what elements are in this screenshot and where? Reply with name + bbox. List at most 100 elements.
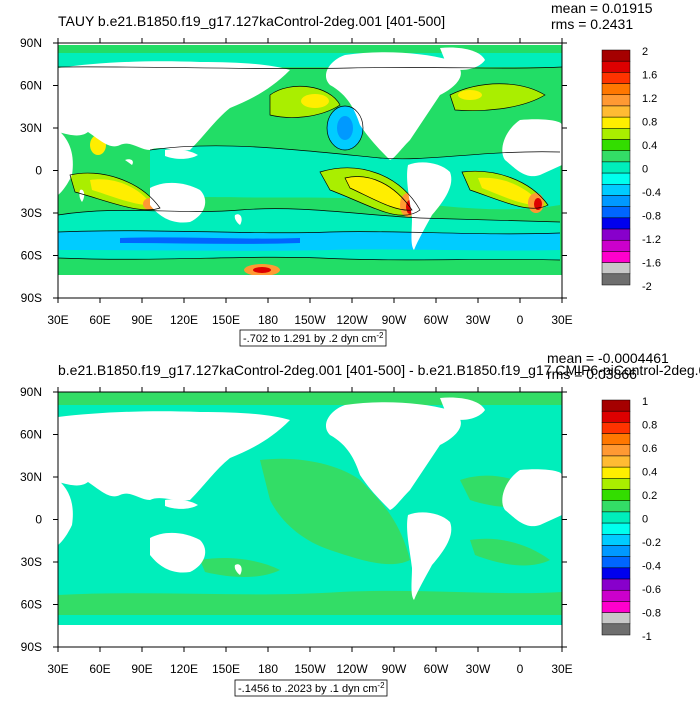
- colorbar-swatch: [601, 455, 631, 468]
- colorbar-label: 0: [642, 514, 648, 526]
- colorbar-swatch: [601, 128, 631, 140]
- x-tick-label: 60W: [424, 662, 449, 676]
- colorbar-label: -0.2: [642, 537, 661, 549]
- colorbar-swatch: [601, 489, 631, 501]
- x-tick-label: 150W: [294, 662, 326, 676]
- x-tick-label: 60E: [89, 313, 110, 327]
- x-tick-label: 30E: [551, 313, 572, 327]
- field-blob: [253, 267, 271, 273]
- field-blob: [345, 176, 412, 211]
- y-tick-label: 0: [35, 513, 42, 527]
- x-tick-label: 30W: [466, 313, 491, 327]
- colorbar-swatch: [601, 444, 631, 457]
- colorbar-swatch: [601, 60, 631, 73]
- colorbar-label: 2: [642, 46, 648, 58]
- x-tick-label: 60W: [424, 313, 449, 327]
- x-tick-label: 120W: [336, 662, 368, 676]
- panel-2-axes: 30E 60E 90E 120E 150E 180 150W 120W 90W 60W 30W 0 30…: [20, 385, 573, 676]
- panel-1-contour-info: -.702 to 1.291 by .2 dyn cm: [243, 333, 376, 345]
- x-tick-label: 150E: [212, 313, 240, 327]
- y-tick-label: 90N: [20, 36, 42, 50]
- x-tick-label: 120W: [336, 313, 368, 327]
- y-tick-label: 60S: [21, 249, 42, 263]
- colorbar-swatch: [601, 466, 631, 479]
- colorbar-label: -1: [642, 631, 652, 643]
- colorbar-swatch: [601, 195, 631, 207]
- land-masses: [58, 397, 562, 647]
- colorbar-label: -0.4: [642, 187, 661, 199]
- y-tick-label: 60N: [20, 79, 42, 93]
- field-blob: [458, 90, 482, 100]
- panel-2-mean: mean = -0.0004461: [547, 350, 669, 366]
- colorbar-swatch: [601, 478, 631, 490]
- colorbar-label: 0.2: [642, 490, 657, 502]
- panel-2-contour-info-sup: -2: [377, 681, 385, 690]
- colorbar-label: 0.8: [642, 117, 657, 129]
- panel-1-mean: mean = 0.01915: [551, 0, 653, 16]
- panel-1-colorbar: 2 1.6 1.2 0.8 0.4 0 -0.4 -0.8 -1.2 -1.6 -2: [601, 46, 661, 293]
- land-masses: [58, 43, 562, 298]
- colorbar-swatch: [601, 273, 631, 286]
- svg-text:-.1456 to .2023 by .1 dyn cm-2: -.1456 to .2023 by .1 dyn cm-2: [238, 681, 385, 695]
- colorbar-swatch: [601, 139, 631, 151]
- colorbar-label: -1.6: [642, 258, 661, 270]
- colorbar-swatch: [601, 217, 631, 230]
- colorbar-label: -0.8: [642, 608, 661, 620]
- colorbar-swatch: [601, 239, 631, 252]
- colorbar-swatch: [601, 410, 631, 423]
- colorbar-swatch: [601, 184, 631, 196]
- colorbar-swatch: [601, 578, 631, 591]
- colorbar-swatch: [601, 601, 631, 613]
- colorbar-swatch: [601, 522, 631, 535]
- colorbar-swatch: [601, 534, 631, 546]
- colorbar-label: 1.2: [642, 93, 657, 105]
- field-blob: [478, 177, 542, 206]
- colorbar-swatch: [601, 511, 631, 524]
- y-tick-label: 90S: [21, 640, 42, 654]
- colorbar-swatch: [601, 83, 631, 96]
- colorbar-swatch: [601, 399, 631, 412]
- field-blob: [301, 94, 329, 108]
- colorbar-swatch: [601, 545, 631, 557]
- panel-1-title: TAUY b.e21.B1850.f19_g17.127kaControl-2d…: [58, 13, 445, 29]
- y-tick-label: 90S: [21, 291, 42, 305]
- x-tick-label: 30E: [551, 662, 572, 676]
- colorbar-swatch: [601, 206, 631, 219]
- x-tick-label: 90W: [382, 662, 407, 676]
- colorbar-swatch: [601, 105, 631, 118]
- colorbar-label: 0.4: [642, 467, 657, 479]
- colorbar-label: -1.2: [642, 234, 661, 246]
- contour-lines: [58, 66, 562, 261]
- colorbar-swatch: [601, 49, 631, 62]
- x-tick-label: 150W: [294, 313, 326, 327]
- field-blob: [90, 179, 152, 206]
- colorbar-swatch: [601, 433, 631, 446]
- colorbar-label: -0.6: [642, 584, 661, 596]
- colorbar-label: 0.6: [642, 443, 657, 455]
- x-tick-label: 180: [258, 313, 278, 327]
- y-tick-label: 60S: [21, 598, 42, 612]
- x-tick-label: 180: [258, 662, 278, 676]
- x-tick-label: 90E: [131, 313, 152, 327]
- svg-text:-.702 to 1.291 by .2 dyn cm-2: -.702 to 1.291 by .2 dyn cm-2: [243, 331, 384, 345]
- panel-2-rms: rms = 0.03866: [547, 366, 637, 382]
- x-tick-label: 90W: [382, 313, 407, 327]
- field-band: [58, 230, 560, 251]
- colorbar-label: -2: [642, 281, 652, 293]
- panel-2-title: b.e21.B1850.f19_g17.127kaControl-2deg.00…: [58, 362, 700, 378]
- panel-1-axes: 30E 60E 90E 120E 150E 180 150W 120W 90W 60W 30W 0 30…: [20, 36, 573, 327]
- field-band: [120, 237, 300, 244]
- colorbar-label: 0: [642, 164, 648, 176]
- colorbar-label: 0.4: [642, 140, 657, 152]
- colorbar-swatch: [601, 556, 631, 569]
- x-tick-label: 0: [517, 662, 524, 676]
- panel-1-contour-info-sup: -2: [376, 331, 384, 340]
- y-tick-label: 30S: [21, 206, 42, 220]
- panel-2-colorbar: 1 0.8 0.6 0.4 0.2 0 -0.2 -0.4 -0.6 -0.8 -1: [601, 396, 661, 643]
- colorbar-swatch: [601, 72, 631, 84]
- y-tick-label: 90N: [20, 385, 42, 399]
- colorbar-swatch: [601, 623, 631, 636]
- colorbar-swatch: [601, 161, 631, 174]
- panel-1-rms: rms = 0.2431: [551, 16, 633, 32]
